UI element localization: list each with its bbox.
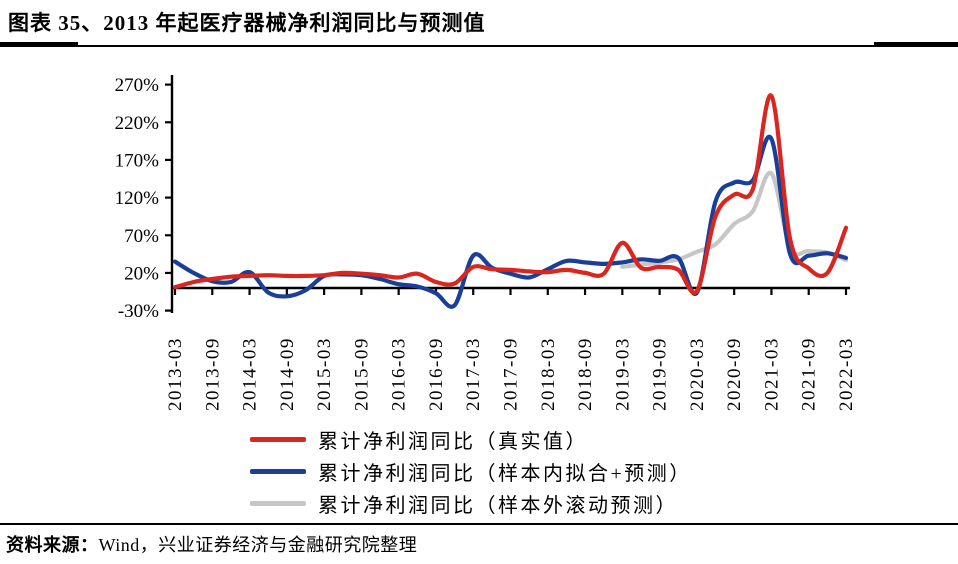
source-label: 资料来源： (6, 535, 99, 555)
x-tick-label: 2021-03 (761, 337, 782, 411)
legend-swatch-blue-line (250, 468, 306, 474)
y-tick-label: 270% (115, 75, 160, 96)
y-tick-label: 20% (124, 263, 159, 284)
x-tick-label: 2018-09 (575, 337, 596, 411)
y-tick-label: -30% (118, 301, 159, 322)
chart-legend: 累计净利润同比（真实值） 累计净利润同比（样本内拟合+预测） 累计净利润同比（样… (250, 423, 692, 519)
x-tick-label: 2020-03 (687, 337, 708, 411)
legend-swatch-red-line (250, 436, 306, 442)
title-divider-thick-right (874, 42, 958, 47)
x-tick-label: 2018-03 (538, 337, 559, 411)
legend-item-insample-fit: 累计净利润同比（样本内拟合+预测） (250, 455, 692, 487)
x-tick-label: 2022-03 (836, 337, 857, 411)
x-tick-label: 2019-09 (650, 337, 671, 411)
x-tick-label: 2013-09 (202, 337, 223, 411)
series-line-outsample-forecast (620, 170, 849, 269)
title-divider-thick-left (0, 42, 78, 47)
legend-label: 累计净利润同比（样本外滚动预测） (318, 494, 678, 517)
y-tick-label: 170% (115, 150, 160, 171)
series-line-insample-fit (172, 134, 849, 309)
x-tick-label: 2014-03 (240, 337, 261, 411)
title-divider-line (0, 45, 958, 47)
legend-swatch-gray-line (250, 500, 306, 506)
chart-title: 图表 35、2013 年起医疗器械净利润同比与预测值 (8, 11, 486, 35)
x-tick-label: 2019-03 (612, 337, 633, 411)
x-tick-label: 2021-09 (799, 337, 820, 411)
x-tick-label: 2020-09 (724, 337, 745, 411)
x-tick-label: 2013-03 (165, 337, 186, 411)
line-chart-plot: 270% 220% 170% 120% 70% 20% -30% 2013-03 2013-09… (115, 75, 857, 411)
title-divider (0, 41, 958, 47)
y-tick-label: 70% (124, 226, 159, 247)
footer-divider (0, 523, 958, 525)
x-tick-label: 2015-03 (314, 337, 335, 411)
x-tick-label: 2015-09 (351, 337, 372, 411)
y-tick-label: 120% (115, 188, 160, 209)
legend-item-actual: 累计净利润同比（真实值） (250, 423, 692, 455)
legend-item-outsample-forecast: 累计净利润同比（样本外滚动预测） (250, 487, 692, 519)
x-tick-label: 2017-03 (463, 337, 484, 411)
source-line: 资料来源：Wind，兴业证券经济与金融研究院整理 (6, 531, 417, 557)
x-tick-label: 2016-09 (426, 337, 447, 411)
source-text: Wind，兴业证券经济与金融研究院整理 (98, 535, 418, 555)
legend-label: 累计净利润同比（样本内拟合+预测） (318, 462, 692, 485)
x-tick-label: 2017-09 (501, 337, 522, 411)
x-tick-label: 2014-09 (277, 337, 298, 411)
legend-label: 累计净利润同比（真实值） (318, 430, 588, 453)
y-tick-label: 220% (115, 113, 160, 134)
series-line-actual (172, 93, 849, 295)
x-tick-label: 2016-03 (389, 337, 410, 411)
